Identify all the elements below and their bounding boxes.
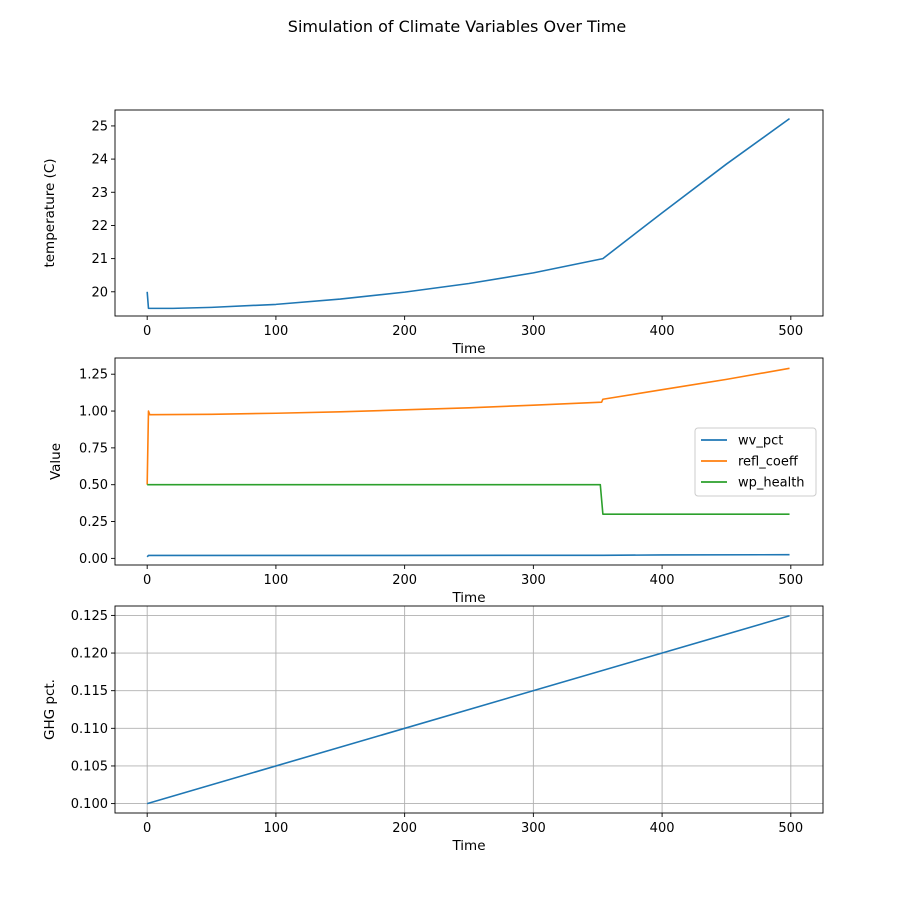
series-line-refl-coeff xyxy=(146,367,790,485)
y-tick-label-5: 1.25 xyxy=(79,368,108,383)
y-tick-label-4: 0.120 xyxy=(71,647,108,662)
y-tick-label-2: 22 xyxy=(91,219,108,234)
axes-frame xyxy=(114,357,824,566)
x-tick-label-1: 100 xyxy=(263,573,288,588)
y-axis-label: Value xyxy=(48,443,64,480)
legend: wv_pct refl_coeff wp_health xyxy=(694,427,817,497)
x-tick-label-3: 300 xyxy=(521,821,546,836)
subplot-1: 0 100 200 300 400 500 20 21 22 23 24 25 Time temperat… xyxy=(42,109,824,357)
y-axis-label: temperature (C) xyxy=(42,158,58,267)
subplot-3: 0 100 200 300 400 500 0.100 0.105 0.110 0.115 0.12… xyxy=(42,605,824,854)
y-tick-label-1: 21 xyxy=(91,252,108,267)
x-tick-label-0: 0 xyxy=(143,324,151,339)
series-line-ghg-pct- xyxy=(146,615,790,805)
x-tick-label-2: 200 xyxy=(392,821,417,836)
axes-frame xyxy=(114,605,824,814)
x-axis-label: Time xyxy=(451,341,485,357)
y-tick-label-2: 0.110 xyxy=(71,722,108,737)
y-tick-label-0: 0.100 xyxy=(71,797,108,812)
y-tick-label-3: 0.75 xyxy=(79,441,108,456)
x-tick-label-5: 500 xyxy=(778,821,803,836)
legend-label-refl-coeff: refl_coeff xyxy=(738,455,799,470)
series-line-wv-pct xyxy=(146,553,790,558)
x-axis-label: Time xyxy=(451,838,485,854)
y-tick-label-3: 23 xyxy=(91,186,108,201)
x-tick-label-4: 400 xyxy=(650,324,675,339)
y-tick-label-5: 25 xyxy=(91,119,108,134)
x-tick-label-5: 500 xyxy=(778,324,803,339)
x-tick-label-1: 100 xyxy=(263,821,288,836)
series-line-temperature xyxy=(146,117,790,310)
axes-frame xyxy=(114,109,824,317)
figure-title: Simulation of Climate Variables Over Tim… xyxy=(288,17,626,36)
y-tick-label-4: 1.00 xyxy=(79,405,108,420)
y-tick-label-1: 0.25 xyxy=(79,515,108,530)
y-tick-label-3: 0.115 xyxy=(71,684,108,699)
legend-label-wv-pct: wv_pct xyxy=(738,434,783,449)
legend-box xyxy=(694,427,817,497)
x-tick-label-4: 400 xyxy=(650,573,675,588)
y-tick-label-0: 20 xyxy=(91,285,108,300)
y-tick-label-1: 0.105 xyxy=(71,759,108,774)
y-tick-label-0: 0.00 xyxy=(79,552,108,567)
y-tick-label-5: 0.125 xyxy=(71,609,108,624)
x-tick-label-0: 0 xyxy=(143,821,151,836)
x-tick-label-3: 300 xyxy=(521,324,546,339)
x-axis-label: Time xyxy=(451,590,485,606)
legend-label-wp-health: wp_health xyxy=(738,476,805,491)
x-tick-label-2: 200 xyxy=(392,573,417,588)
y-tick-label-2: 0.50 xyxy=(79,478,108,493)
x-tick-label-3: 300 xyxy=(521,573,546,588)
x-tick-label-2: 200 xyxy=(392,324,417,339)
x-tick-label-5: 500 xyxy=(778,573,803,588)
y-axis-label: GHG pct. xyxy=(42,679,58,740)
x-tick-label-4: 400 xyxy=(650,821,675,836)
x-tick-label-0: 0 xyxy=(143,573,151,588)
series-line-wp-health xyxy=(147,483,790,515)
x-tick-label-1: 100 xyxy=(263,324,288,339)
subplot-2: 0 100 200 300 400 500 0.00 0.25 0.50 0.75 1.00 1.25… xyxy=(48,357,824,606)
subplots-container: 0 100 200 300 400 500 20 21 22 23 24 25 Time temperat… xyxy=(42,109,824,854)
y-tick-label-4: 24 xyxy=(91,153,108,168)
